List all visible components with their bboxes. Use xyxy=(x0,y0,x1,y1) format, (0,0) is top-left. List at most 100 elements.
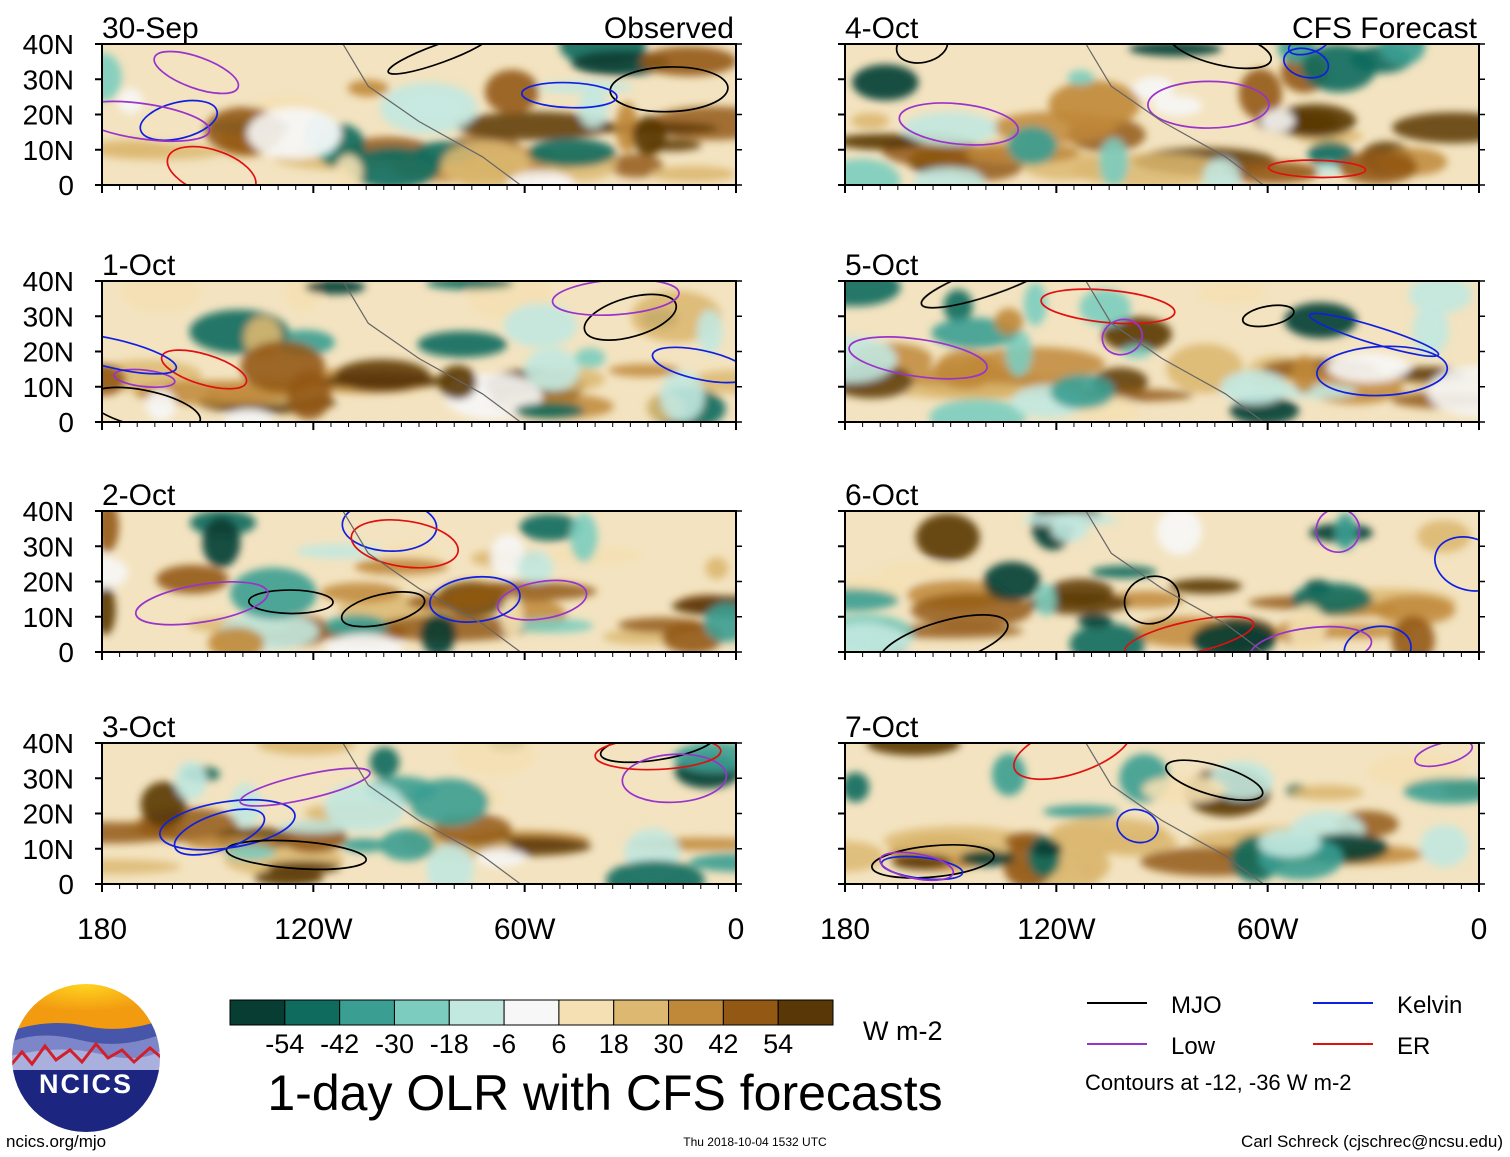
x-tick-label: 180 xyxy=(77,913,127,946)
olr-blob xyxy=(1198,281,1265,305)
contour-line xyxy=(139,99,219,142)
olr-blob xyxy=(605,860,705,884)
contour-line xyxy=(239,767,371,807)
olr-blob xyxy=(1048,80,1141,129)
olr-blob xyxy=(569,513,598,562)
map-panel: 2-Oct xyxy=(101,479,737,653)
contour-line xyxy=(1101,318,1144,356)
contour-line xyxy=(247,589,334,615)
y-tick-label: 0 xyxy=(58,407,74,438)
contour-line xyxy=(621,753,728,804)
olr-blob xyxy=(417,331,508,358)
contour-line xyxy=(166,145,257,185)
olr-blob xyxy=(286,370,332,420)
contour-line xyxy=(651,346,736,384)
olr-blob xyxy=(140,781,187,828)
olr-blob xyxy=(1169,578,1242,594)
contour-line xyxy=(848,336,988,380)
y-tick-label: 10N xyxy=(23,834,74,865)
olr-blob xyxy=(102,53,122,101)
contour-line xyxy=(341,511,438,552)
olr-blob xyxy=(609,153,664,178)
olr-blob xyxy=(325,633,404,652)
olr-blob xyxy=(1284,302,1358,339)
olr-blob xyxy=(640,46,736,76)
contour-line xyxy=(1282,47,1330,79)
map-panel: 30-Sep Observed xyxy=(101,12,737,186)
y-tick-label: 20N xyxy=(23,100,74,131)
y-tick-label: 40N xyxy=(23,496,74,527)
olr-blob xyxy=(438,365,477,400)
olr-blob xyxy=(1007,126,1057,165)
olr-blob xyxy=(935,350,998,390)
contour-line xyxy=(1249,625,1373,652)
contour-line xyxy=(920,281,1058,309)
panel-date-label: 30-Sep xyxy=(102,12,199,45)
olr-blob xyxy=(426,281,514,290)
y-tick-label: 20N xyxy=(23,567,74,598)
olr-blob xyxy=(902,111,998,146)
olr-blob xyxy=(455,111,613,141)
olr-blob xyxy=(1427,365,1479,417)
coastline xyxy=(1085,281,1264,422)
legend-label: ER xyxy=(1397,1033,1430,1060)
x-tick-label: 60W xyxy=(494,913,556,946)
olr-blob xyxy=(1403,777,1479,804)
olr-blob xyxy=(409,778,490,826)
x-tick-label: 0 xyxy=(728,913,745,946)
map-panel: 6-Oct xyxy=(844,479,1480,653)
olr-blob xyxy=(575,347,606,369)
y-tick-label: 0 xyxy=(58,170,74,201)
olr-blob xyxy=(1005,329,1032,377)
olr-blob xyxy=(1202,158,1241,185)
olr-blob xyxy=(1069,623,1146,652)
y-tick-label: 40N xyxy=(23,728,74,759)
colorbar-label: -18 xyxy=(430,1029,469,1059)
olr-blob xyxy=(546,546,643,565)
contour-line xyxy=(898,102,1020,146)
olr-blob xyxy=(1035,583,1056,617)
contour-line xyxy=(102,100,211,143)
map-panel: 4-Oct CFS Forecast xyxy=(844,12,1480,186)
olr-blob xyxy=(379,82,478,134)
contour-line xyxy=(1343,625,1412,652)
olr-blob xyxy=(660,370,705,422)
olr-blob xyxy=(256,743,356,755)
colorbar-label: -6 xyxy=(492,1029,516,1059)
colorbar-label: 6 xyxy=(551,1029,566,1059)
contour-line xyxy=(173,808,266,856)
colorbar-label: 54 xyxy=(763,1029,793,1059)
contour-line xyxy=(871,844,995,879)
contour-line xyxy=(153,50,240,95)
olr-blob xyxy=(696,309,723,354)
olr-blob xyxy=(320,582,403,603)
olr-blob xyxy=(102,859,181,875)
y-tick-label: 30N xyxy=(23,531,74,562)
map-panel: 1-Oct xyxy=(101,249,737,423)
olr-blob xyxy=(519,513,581,542)
contour-line xyxy=(1308,312,1440,358)
colorbar-label: 42 xyxy=(708,1029,738,1059)
contour-line xyxy=(1267,159,1367,179)
olr-blob xyxy=(1238,68,1283,120)
legend-label: Low xyxy=(1171,1033,1216,1060)
colorbar-swatch xyxy=(393,999,450,1026)
olr-blob xyxy=(324,781,406,832)
contour-line xyxy=(1315,511,1361,553)
contour-line xyxy=(102,386,202,422)
olr-blob xyxy=(1300,44,1377,93)
olr-blob xyxy=(959,850,1015,867)
colorbar-label: 18 xyxy=(599,1029,629,1059)
coastline xyxy=(342,511,521,652)
y-tick-label: 40N xyxy=(23,266,74,297)
y-tick-label: 30N xyxy=(23,763,74,794)
olr-blob xyxy=(1334,512,1357,551)
olr-blob xyxy=(335,154,363,185)
x-tick-label: 180 xyxy=(820,913,870,946)
colorbar-swatch xyxy=(503,999,560,1026)
coastline xyxy=(1085,511,1264,652)
olr-blob xyxy=(517,550,554,583)
olr-blob xyxy=(896,382,1041,400)
